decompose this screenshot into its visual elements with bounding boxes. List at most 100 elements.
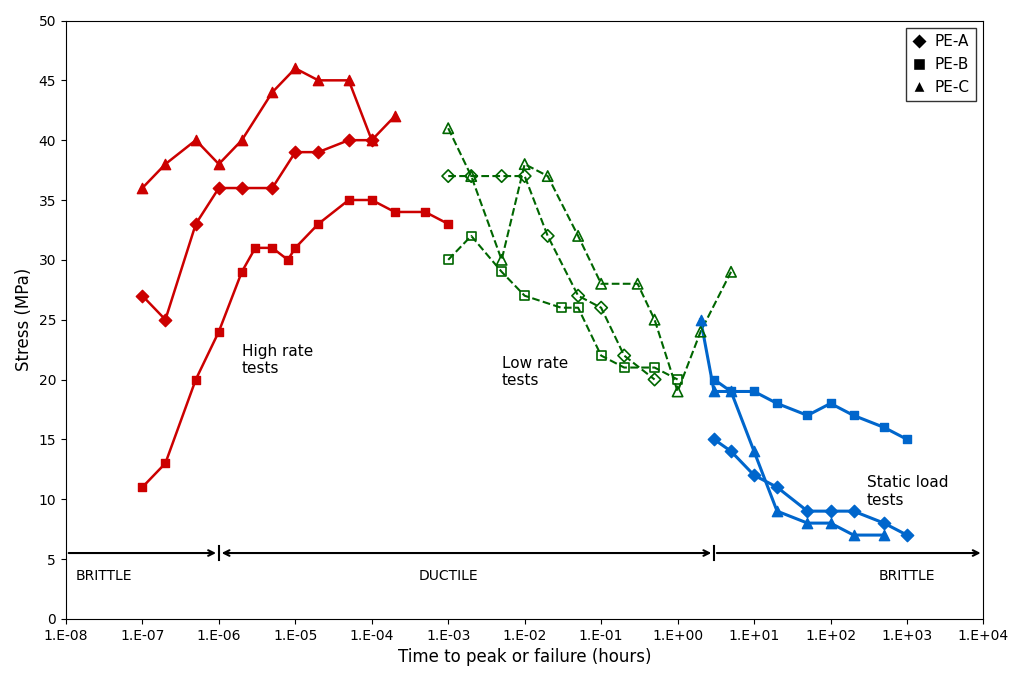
Point — [646, 314, 663, 325]
Point — [280, 255, 296, 266]
Point — [134, 482, 151, 493]
Point — [387, 111, 403, 122]
Point — [440, 218, 457, 229]
Point — [570, 290, 587, 301]
Point — [646, 362, 663, 373]
Point — [310, 218, 327, 229]
Point — [723, 446, 739, 457]
Point — [494, 266, 510, 277]
Point — [364, 195, 380, 206]
Point — [187, 135, 204, 146]
Point — [769, 482, 785, 493]
Point — [158, 314, 174, 325]
Point — [769, 398, 785, 409]
Point — [876, 530, 892, 541]
Point — [616, 362, 633, 373]
Point — [670, 374, 686, 385]
Point — [516, 290, 532, 301]
Point — [158, 458, 174, 469]
Point — [593, 278, 609, 289]
Point — [233, 135, 250, 146]
Point — [800, 517, 816, 528]
Point — [440, 255, 457, 266]
Point — [593, 302, 609, 313]
Point — [134, 182, 151, 193]
Y-axis label: Stress (MPa): Stress (MPa) — [15, 268, 33, 372]
Point — [745, 386, 762, 397]
Point — [287, 63, 303, 74]
Point — [264, 182, 281, 193]
Point — [723, 386, 739, 397]
Legend: PE-A, PE-B, PE-C: PE-A, PE-B, PE-C — [905, 28, 976, 100]
Point — [745, 446, 762, 457]
Point — [341, 75, 357, 86]
Point — [706, 434, 722, 445]
Point — [417, 206, 433, 217]
Point — [440, 171, 457, 182]
Point — [158, 159, 174, 170]
Point — [822, 506, 839, 517]
Point — [876, 422, 892, 433]
Point — [899, 434, 915, 445]
Point — [692, 326, 709, 337]
Point — [706, 386, 722, 397]
Point — [310, 75, 327, 86]
Point — [630, 278, 646, 289]
Point — [646, 374, 663, 385]
Point — [287, 147, 303, 158]
Point — [516, 159, 532, 170]
Text: BRITTLE: BRITTLE — [76, 568, 132, 583]
Point — [723, 266, 739, 277]
Point — [540, 171, 556, 182]
Point — [822, 517, 839, 528]
Point — [593, 350, 609, 361]
Point — [540, 230, 556, 241]
Point — [187, 374, 204, 385]
Text: BRITTLE: BRITTLE — [879, 568, 935, 583]
Point — [211, 182, 227, 193]
Point — [723, 386, 739, 397]
Point — [570, 230, 587, 241]
Point — [745, 470, 762, 481]
Point — [846, 410, 862, 421]
Point — [800, 410, 816, 421]
Point — [287, 242, 303, 253]
Point — [494, 171, 510, 182]
Point — [134, 290, 151, 301]
Text: High rate
tests: High rate tests — [242, 343, 313, 376]
Point — [692, 314, 709, 325]
Point — [387, 206, 403, 217]
Point — [211, 326, 227, 337]
Point — [822, 398, 839, 409]
Point — [876, 517, 892, 528]
Point — [364, 135, 380, 146]
Point — [211, 159, 227, 170]
Point — [264, 242, 281, 253]
Point — [233, 182, 250, 193]
Point — [264, 87, 281, 98]
Point — [494, 255, 510, 266]
Point — [440, 122, 457, 133]
Point — [800, 506, 816, 517]
Text: Static load
tests: Static load tests — [867, 475, 948, 508]
Point — [846, 530, 862, 541]
Text: DUCTILE: DUCTILE — [419, 568, 478, 583]
Point — [846, 506, 862, 517]
Point — [553, 302, 569, 313]
Point — [233, 266, 250, 277]
Point — [769, 506, 785, 517]
Point — [616, 350, 633, 361]
Point — [463, 171, 479, 182]
Text: Low rate
tests: Low rate tests — [502, 356, 568, 388]
Point — [364, 135, 380, 146]
Point — [899, 530, 915, 541]
X-axis label: Time to peak or failure (hours): Time to peak or failure (hours) — [398, 648, 651, 666]
Point — [463, 171, 479, 182]
Point — [247, 242, 263, 253]
Point — [706, 374, 722, 385]
Point — [310, 147, 327, 158]
Point — [341, 135, 357, 146]
Point — [670, 386, 686, 397]
Point — [570, 302, 587, 313]
Point — [463, 230, 479, 241]
